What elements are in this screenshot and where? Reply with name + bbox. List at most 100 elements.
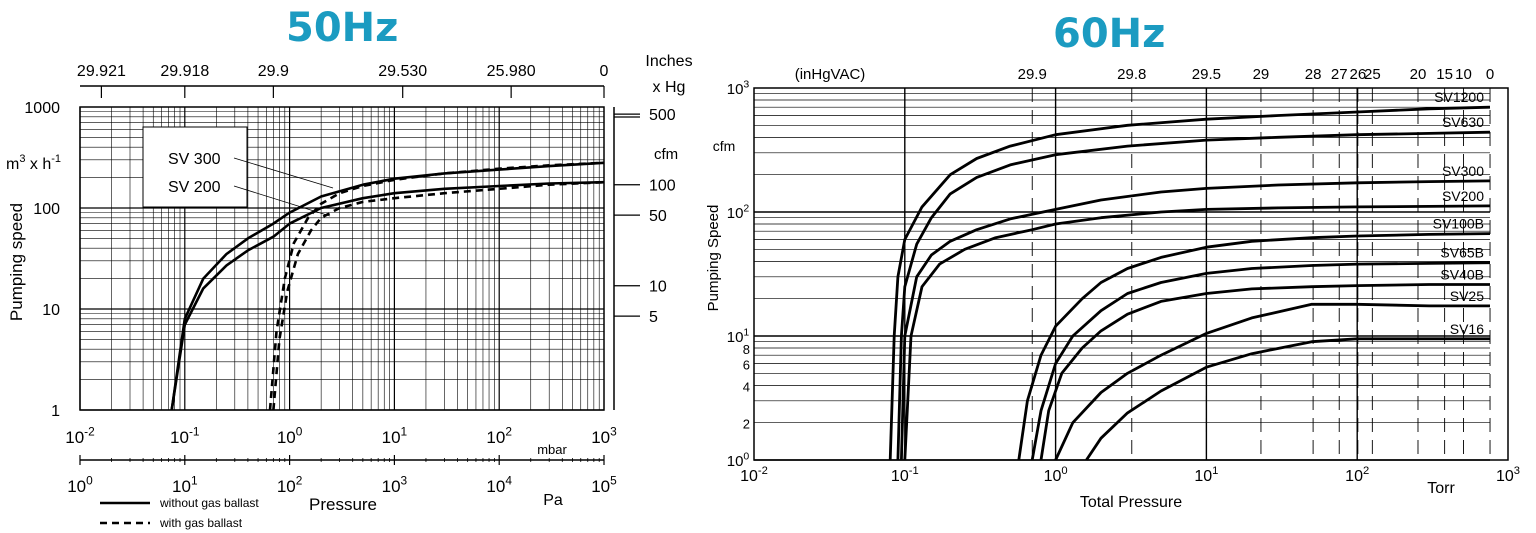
annotation-box (142, 126, 248, 208)
cfm-axis-label: 100 (649, 178, 676, 195)
top-axis-label: 15 (1436, 66, 1453, 83)
series-line-sv16 (1085, 337, 1490, 461)
x-tick-label: 103 (1496, 465, 1520, 485)
series-line-sv300-solid (170, 161, 605, 411)
top-axis-label: 20 (1410, 66, 1427, 83)
y-tick-label: 6 (743, 358, 750, 373)
heading-50hz: 50Hz (286, 5, 399, 51)
x-tick-label-mbar: 100 (277, 424, 303, 447)
y-tick-label: 100 (727, 450, 750, 470)
top-axis-title-line2: x Hg (653, 79, 686, 96)
top-axis-title-line1: Inches (645, 53, 692, 70)
series-label-sv300: SV300 (1442, 163, 1484, 179)
top-axis-label: 29.9 (1018, 66, 1047, 83)
y-tick-label: 10 (42, 302, 60, 319)
top-axis-label: 29.8 (1117, 66, 1146, 83)
series-line-sv25 (1054, 302, 1490, 461)
chart-60hz: SV1200 SV630 SV300 SV200 SV100B SV65B SV40B SV2… (705, 66, 1520, 511)
legend-label-dashed: with gas ballast (159, 516, 243, 530)
top-axis-label: 29.918 (160, 63, 209, 80)
x-tick-label-pa: 100 (67, 473, 93, 496)
y-tick-label: 102 (727, 202, 750, 222)
annotation-leader (233, 157, 334, 189)
series-label-sv100b: SV100B (1433, 216, 1484, 232)
x-tick-label-pa: 105 (591, 473, 617, 496)
cfm-axis-label: 50 (649, 208, 667, 225)
series-line-sv200-dashed (272, 180, 605, 411)
top-axis-label: 10 (1455, 66, 1472, 83)
top-axis-label: 29.5 (1192, 66, 1221, 83)
y-tick-label: 1 (51, 403, 60, 420)
top-axis-label: 0 (1486, 66, 1494, 83)
y-tick-label: 8 (743, 342, 750, 357)
series-label-sv630: SV630 (1442, 114, 1484, 130)
x-tick-label-pa: 103 (382, 473, 408, 496)
top-axis-label: 29.9 (258, 63, 289, 80)
series-line-sv300 (900, 179, 1491, 461)
x-unit-mbar: mbar (537, 442, 567, 457)
series-line-sv100b (1017, 232, 1491, 461)
x-tick-label-mbar: 103 (591, 424, 617, 447)
plot-frame (79, 106, 605, 411)
series-label-sv1200: SV1200 (1434, 89, 1484, 105)
x-unit-pa: Pa (543, 492, 563, 509)
series-line-sv1200 (888, 105, 1491, 461)
x-tick-label-pa: 102 (277, 473, 303, 496)
x-tick-label: 100 (1044, 465, 1068, 485)
series-line-sv300-dashed (268, 161, 605, 411)
cfm-axis-label: 5 (649, 309, 658, 326)
y-tick-label: 101 (727, 326, 750, 346)
y-tick-label: 1000 (24, 100, 60, 117)
series-line-sv200-solid (170, 180, 605, 411)
y-tick-label: 2 (743, 417, 750, 432)
series-line-sv630 (896, 130, 1491, 461)
x-axis-label: Total Pressure (1080, 494, 1182, 511)
y-axis-label: Pumping speed (7, 203, 26, 321)
x-axis-label: Pressure (309, 495, 377, 514)
top-axis-label: 29.530 (378, 63, 427, 80)
top-axis-label: 26 (1350, 66, 1367, 83)
x-tick-label: 102 (1345, 465, 1369, 485)
heading-60hz: 60Hz (1053, 11, 1166, 57)
x-tick-label-pa: 101 (172, 473, 198, 496)
top-axis-label: 25.980 (487, 63, 536, 80)
series-label-sv16: SV16 (1450, 321, 1484, 337)
series-line-sv40b (1039, 283, 1490, 461)
series-line-sv65b (1030, 261, 1491, 461)
top-axis-label: 27 (1331, 66, 1348, 83)
top-axis-label: 29.921 (77, 63, 126, 80)
series-label-sv200: SV200 (1442, 188, 1484, 204)
annotation-sv200: SV 200 (168, 179, 221, 196)
top-axis-label: 0 (600, 63, 609, 80)
y-axis-unit: cfm (713, 138, 736, 154)
x-tick-label: 10-2 (740, 465, 768, 485)
plot-frame (753, 87, 1509, 461)
top-axis-label: 29 (1253, 66, 1270, 83)
x-tick-label-mbar: 10-2 (65, 424, 95, 447)
y-tick-label: 103 (727, 78, 750, 98)
x-tick-label-mbar: 102 (486, 424, 512, 447)
top-axis-label: 25 (1364, 66, 1381, 83)
y-axis-label: Pumping Speed (705, 205, 722, 312)
x-unit-torr: Torr (1427, 480, 1455, 497)
legend-label-solid: without gas ballast (159, 496, 259, 510)
x-tick-label-pa: 104 (486, 473, 512, 496)
y-axis-unit: m3 x h-1 (6, 153, 61, 173)
x-tick-label: 10-1 (891, 465, 919, 485)
series-line-sv200 (903, 204, 1491, 461)
top-axis-label: 28 (1305, 66, 1322, 83)
cfm-axis-title: cfm (654, 146, 678, 163)
y-tick-label: 4 (743, 379, 750, 394)
series-label-sv40b: SV40B (1440, 267, 1484, 283)
series-label-sv25: SV25 (1450, 288, 1484, 304)
annotation-sv300: SV 300 (168, 151, 221, 168)
cfm-axis-label: 10 (649, 279, 667, 296)
x-tick-label-mbar: 101 (382, 424, 408, 447)
x-tick-label-mbar: 10-1 (170, 424, 200, 447)
x-tick-label: 101 (1194, 465, 1218, 485)
y-tick-label: 100 (33, 201, 60, 218)
top-axis-title: (inHgVAC) (795, 66, 866, 83)
cfm-axis-label: 500 (649, 107, 676, 124)
